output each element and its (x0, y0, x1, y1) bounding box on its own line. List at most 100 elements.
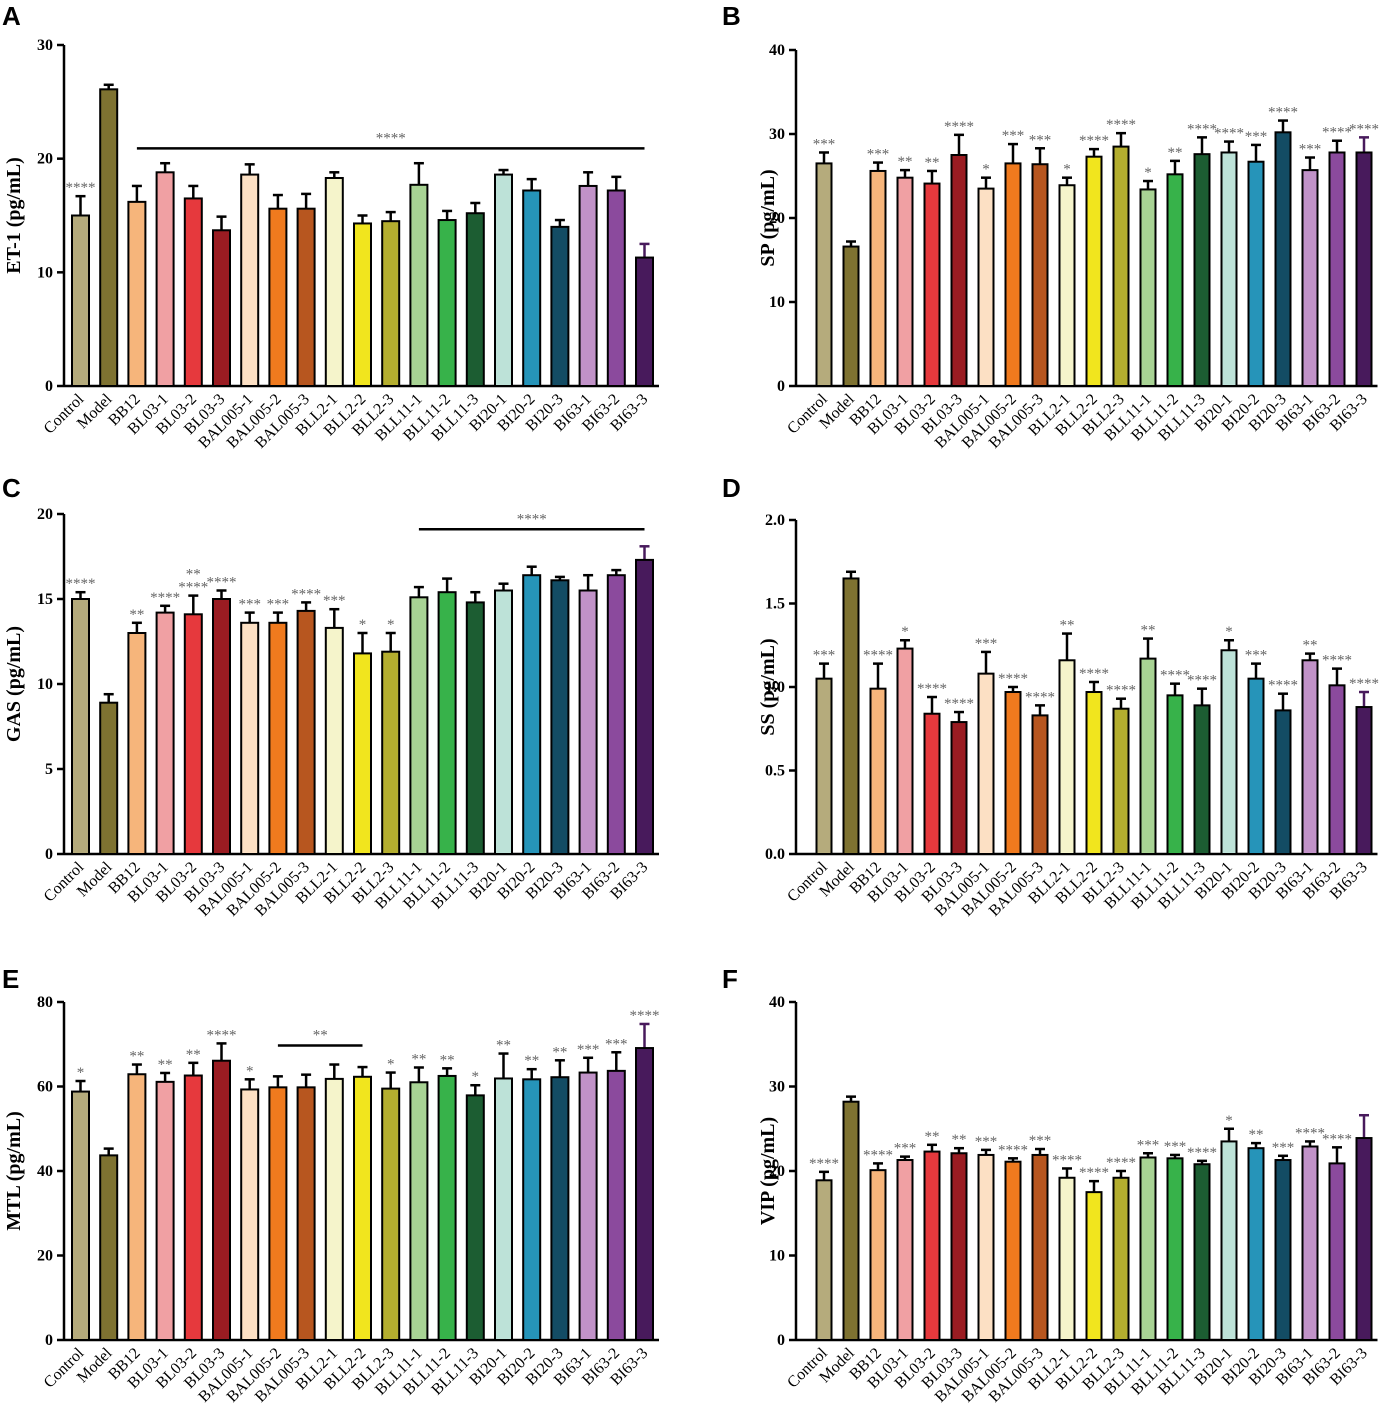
y-axis-label: SS (pg/mL) (757, 638, 779, 735)
bar (99, 1154, 119, 1342)
y-tick-label: 10 (37, 676, 53, 693)
significance-stars: **** (1106, 117, 1136, 133)
significance-stars: *** (605, 1036, 628, 1052)
bar (896, 647, 914, 856)
significance-stars: * (387, 617, 395, 633)
bar (842, 245, 860, 387)
significance-stars: **** (944, 119, 974, 135)
significance-stars: **** (1214, 126, 1244, 142)
bar (1301, 1145, 1319, 1341)
bar (99, 701, 119, 856)
significance-stars: * (1063, 162, 1071, 178)
bar (1031, 714, 1049, 856)
significance-stars: ** (925, 1129, 940, 1145)
bar (1112, 1176, 1130, 1342)
significance-stars: ** (1141, 623, 1156, 639)
bar (127, 200, 147, 387)
bar (1247, 160, 1265, 387)
significance-stars: * (901, 624, 909, 640)
significance-stars: ** (440, 1052, 455, 1068)
significance-stars: * (1225, 1113, 1233, 1129)
y-tick-label: 0.0 (765, 846, 785, 863)
significance-stars: *** (894, 1141, 917, 1157)
significance-stars: *** (1272, 1140, 1295, 1156)
bar (494, 173, 513, 387)
y-tick-label: 20 (37, 506, 53, 523)
y-tick-label: 30 (769, 126, 785, 143)
y-tick-label: 20 (769, 210, 785, 227)
significance-stars: *** (1002, 128, 1025, 144)
bar (212, 1059, 231, 1342)
significance-stars: **** (944, 696, 974, 712)
group-bracket-stars: **** (517, 511, 547, 527)
y-tick-label: 30 (769, 1079, 785, 1096)
y-tick-label: 0 (45, 1332, 53, 1349)
bar (240, 1088, 260, 1342)
bar (381, 1087, 401, 1342)
panel-letter-e: E (2, 964, 19, 994)
bar (950, 721, 968, 855)
bar (950, 1152, 968, 1341)
significance-stars: ** (1060, 618, 1075, 634)
bar (71, 598, 90, 855)
significance-stars: *** (1029, 132, 1052, 148)
y-tick-label: 10 (769, 294, 785, 311)
bar (1220, 1140, 1238, 1342)
significance-stars: **** (809, 1156, 839, 1172)
y-tick-label: 20 (37, 151, 53, 168)
panel-letter-b: B (722, 1, 741, 31)
bar (1058, 184, 1076, 387)
bar (494, 1077, 513, 1342)
bar (409, 183, 429, 387)
bar (606, 189, 626, 387)
bar (240, 173, 260, 387)
bar (1355, 151, 1373, 387)
bar (494, 589, 513, 855)
significance-stars: * (77, 1065, 85, 1081)
bar (1085, 155, 1103, 387)
significance-stars: *** (1245, 648, 1268, 664)
significance-stars: ** (898, 154, 913, 170)
bar (1355, 1137, 1373, 1342)
significance-stars: **** (66, 576, 96, 592)
bar (896, 1159, 914, 1342)
bar (465, 212, 485, 387)
significance-stars: **** (1106, 683, 1136, 699)
bar (183, 1074, 203, 1341)
significance-stars: *** (813, 648, 836, 664)
significance-stars: **** (863, 648, 893, 664)
y-tick-label: 1.5 (765, 596, 785, 613)
bar (1166, 694, 1184, 855)
bar (155, 611, 175, 855)
bar (1112, 145, 1130, 387)
significance-stars: * (387, 1057, 395, 1073)
significance-stars: *** (267, 597, 290, 613)
y-tick-label: 10 (769, 1248, 785, 1265)
bar (1085, 691, 1103, 856)
y-tick-label: 40 (769, 994, 785, 1011)
bar (155, 171, 175, 387)
significance-stars: **** (291, 586, 321, 602)
bar (578, 1071, 598, 1341)
bar (296, 207, 316, 387)
bar (212, 598, 231, 855)
significance-stars: **** (150, 590, 180, 606)
bar (950, 154, 968, 387)
significance-stars: **** (863, 1147, 893, 1163)
y-tick-label: 0 (777, 378, 785, 395)
significance-stars: *** (1029, 1133, 1052, 1149)
bar (1328, 1162, 1346, 1342)
significance-stars: ** (552, 1044, 567, 1060)
y-axis-label: GAS (pg/mL) (3, 626, 25, 742)
significance-stars: *** (238, 597, 261, 613)
bar (977, 187, 995, 387)
bar (183, 197, 203, 387)
bar (1328, 684, 1346, 856)
bar (1220, 151, 1238, 387)
bar (1193, 153, 1211, 387)
y-tick-label: 40 (769, 42, 785, 59)
bar (1301, 659, 1319, 856)
y-tick-label: 10 (37, 264, 53, 281)
bar (977, 1153, 995, 1341)
significance-stars: **** (66, 180, 96, 196)
